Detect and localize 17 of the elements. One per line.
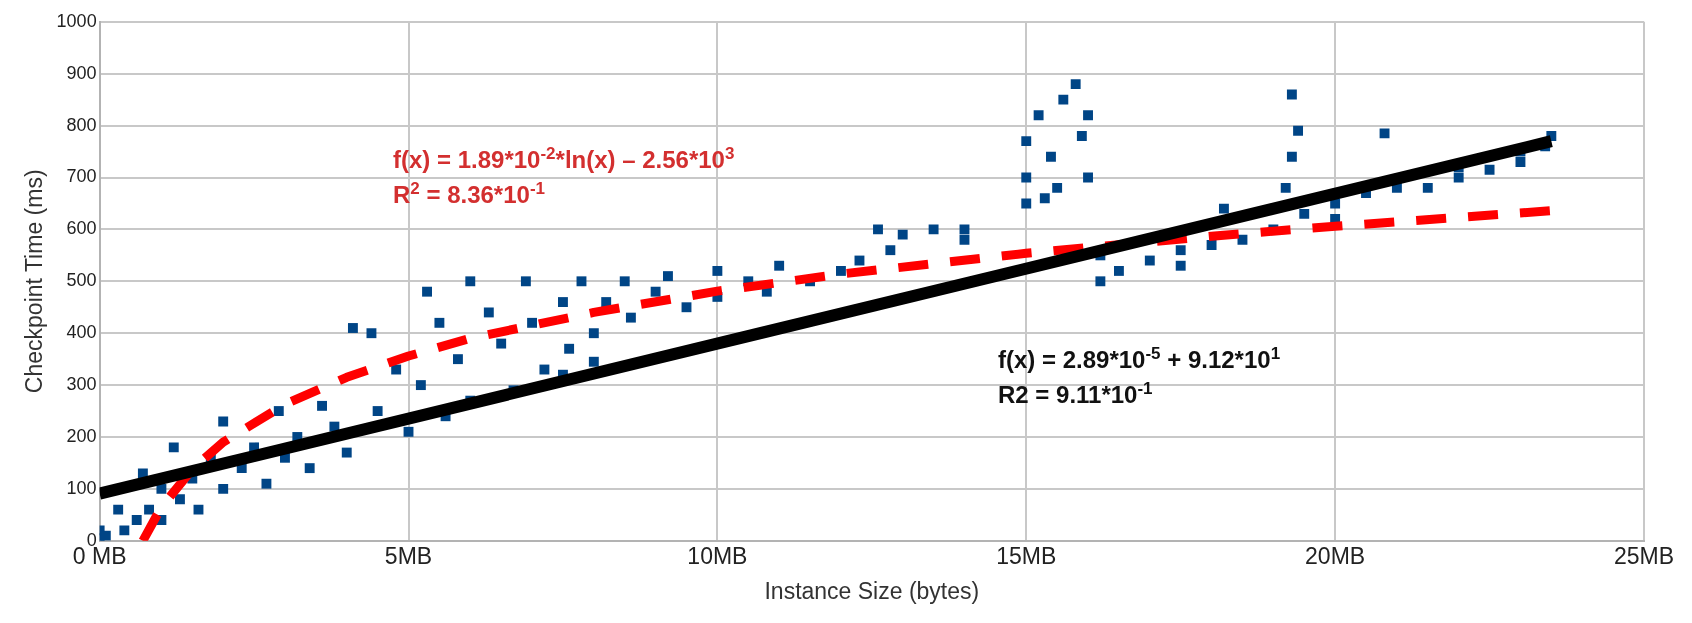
x-tick-label: 15MB	[996, 542, 1057, 569]
x-tick-label: 10MB	[687, 542, 748, 569]
y-tick-label: 100	[66, 477, 97, 498]
x-tick-label: 25MB	[1613, 542, 1675, 569]
y-tick-label: 400	[66, 322, 97, 343]
x-tick-label: 20MB	[1305, 542, 1366, 569]
y-tick-label: 500	[66, 270, 97, 291]
y-tick-label: 900	[66, 62, 97, 83]
y-tick-label: 600	[66, 218, 97, 239]
y-tick-label: 200	[66, 425, 97, 446]
y-axis-title: Checkpoint Time (ms)	[21, 169, 48, 394]
x-axis-title: Instance Size (bytes)	[764, 577, 980, 604]
y-tick-label: 800	[66, 114, 97, 135]
y-tick-label: 300	[66, 374, 97, 395]
x-tick-label: 5MB	[384, 542, 433, 569]
y-tick-label: 700	[66, 166, 97, 187]
y-tick-label: 1000	[56, 10, 97, 31]
